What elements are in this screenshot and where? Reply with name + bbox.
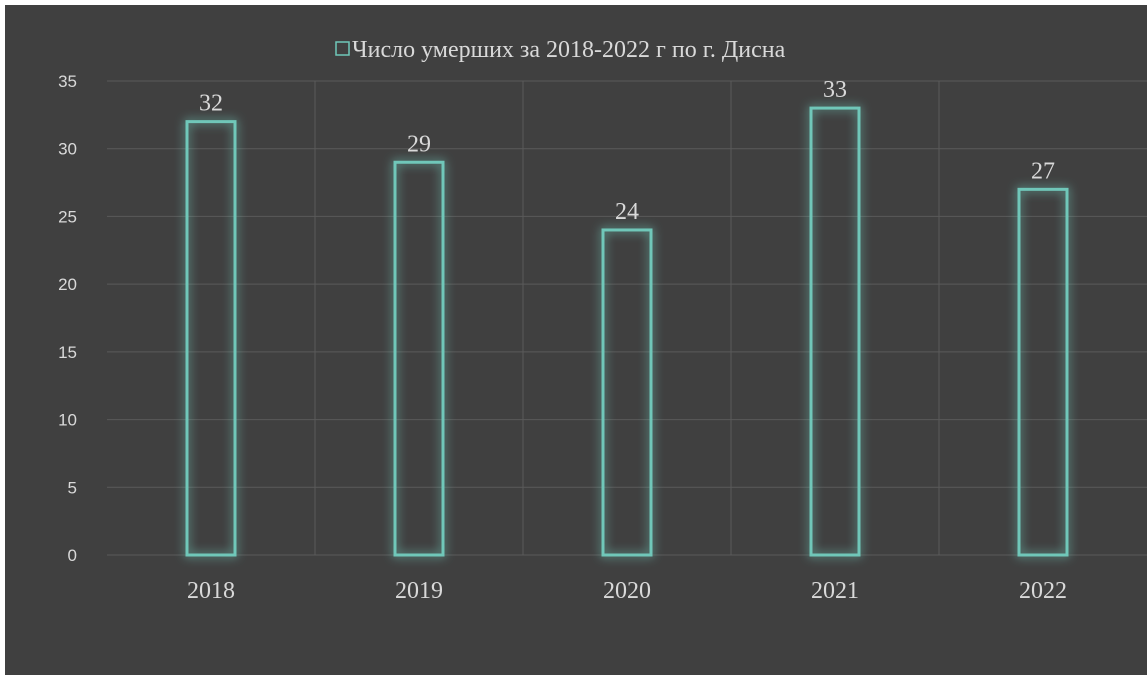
y-tick-label: 15: [58, 343, 77, 362]
x-axis: 2018 2019 2020 2021 2022: [187, 578, 1067, 604]
y-tick-label: 10: [58, 411, 77, 430]
legend: Число умерших за 2018-2022 г по г. Дисна: [335, 37, 786, 63]
data-labels: 32 29 24 33 27: [199, 77, 1055, 225]
data-label-2018: 32: [199, 91, 223, 117]
y-axis: 0 5 10 15 20 25 30 35: [58, 72, 77, 565]
y-tick-label: 5: [68, 478, 77, 497]
gridlines: [107, 80, 1147, 556]
chart-frame: 0 5 10 15 20 25 30 35 32 29 24 33 27 2018 2019 2020 20…: [5, 5, 1147, 675]
x-tick-label: 2019: [395, 578, 443, 604]
y-tick-label: 0: [68, 546, 77, 565]
data-label-2022: 27: [1031, 158, 1055, 184]
data-label-2020: 24: [615, 199, 639, 225]
x-tick-label: 2020: [603, 578, 651, 604]
x-tick-label: 2022: [1019, 578, 1067, 604]
legend-swatch: [335, 41, 350, 56]
data-label-2019: 29: [407, 131, 431, 157]
y-tick-label: 20: [58, 275, 77, 294]
bar-2020: [601, 228, 653, 557]
bar-series: [185, 106, 1069, 557]
bar-2018: [185, 120, 237, 557]
y-tick-label: 25: [58, 207, 77, 226]
bar-2022: [1017, 187, 1069, 557]
y-tick-label: 30: [58, 140, 77, 159]
data-label-2021: 33: [823, 77, 847, 103]
bar-2021: [809, 106, 861, 557]
y-tick-label: 35: [58, 72, 77, 91]
x-tick-label: 2018: [187, 578, 235, 604]
legend-label: Число умерших за 2018-2022 г по г. Дисна: [352, 37, 786, 63]
x-tick-label: 2021: [811, 578, 859, 604]
bar-2019: [393, 160, 445, 557]
